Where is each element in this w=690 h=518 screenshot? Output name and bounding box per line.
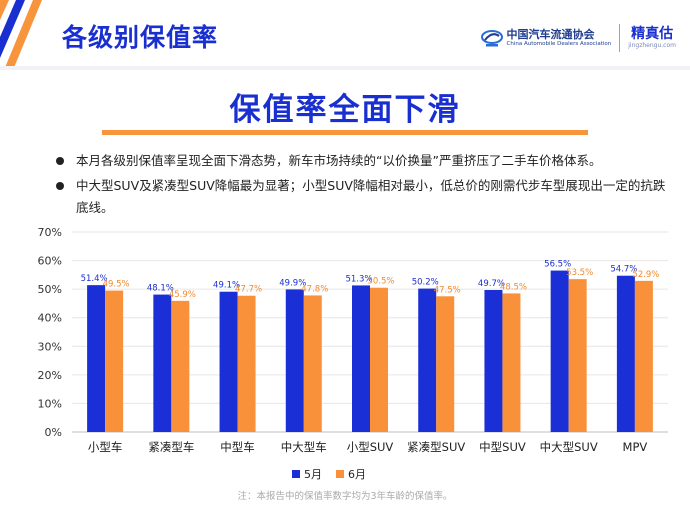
x-tick-label: MPV [623,440,648,454]
summary-bullets: 本月各级别保值率呈现全面下滑态势，新车市场持续的“以价换量”严重挤压了二手车价格… [54,150,674,222]
logo-divider [619,24,621,52]
bullet-dot [56,182,64,190]
x-tick-label: 小型车 [88,440,123,454]
y-tick-label: 50% [38,283,62,296]
y-tick-label: 40% [38,312,62,325]
data-label: 52.9% [632,270,659,280]
bar-6月 [303,295,322,432]
data-label: 53.5% [566,268,593,278]
bar-6月 [171,300,190,432]
data-label: 47.8% [301,284,328,294]
legend-swatch [336,470,344,478]
bar-5月 [484,290,503,432]
footnote: 注：本报告中的保值率数字均为3年车龄的保值率。 [237,491,453,502]
y-tick-label: 20% [38,369,62,382]
data-label: 50.5% [367,277,394,287]
legend-swatch [292,470,300,478]
y-tick-label: 30% [38,340,62,353]
bar-6月 [502,293,521,432]
data-label: 45.9% [169,290,196,300]
x-tick-label: 小型SUV [347,440,394,454]
x-tick-label: 中型车 [220,440,255,454]
summary-bullet-text: 本月各级别保值率呈现全面下滑态势，新车市场持续的“以价换量”严重挤压了二手车价格… [76,153,602,168]
y-tick-label: 0% [45,426,62,439]
x-tick-label: 紧凑型车 [148,440,194,454]
association-logo: 中国汽车流通协会 China Automobile Dealers Associ… [480,27,612,48]
y-tick-label: 10% [38,397,62,410]
x-tick-label: 中大型车 [281,440,327,454]
data-label: 49.7% [478,279,505,289]
brand-name: 精真估 [631,26,674,42]
x-tick-label: 紧凑型SUV [407,440,465,454]
data-label: 49.9% [279,278,306,288]
summary-bullet-item: 本月各级别保值率呈现全面下滑态势，新车市场持续的“以价换量”严重挤压了二手车价格… [54,150,674,172]
data-label: 48.1% [147,284,174,294]
data-label: 47.5% [434,285,461,295]
association-name-en: China Automobile Dealers Association [506,40,612,47]
x-tick-label: 中大型SUV [540,440,598,454]
page-header-title: 各级别保值率 [62,23,219,52]
bar-6月 [568,279,587,432]
data-label: 48.5% [500,282,527,292]
main-title: 保值率全面下滑 [229,92,461,128]
bar-5月 [550,270,569,432]
y-tick-label: 70% [38,226,62,239]
bar-5月 [418,288,437,432]
data-label: 49.1% [213,281,240,291]
bar-5月 [219,291,238,432]
legend-label: 5月 [304,468,322,481]
data-label: 50.2% [412,278,439,288]
legend-label: 6月 [348,468,366,481]
bar-6月 [436,296,455,432]
bar-5月 [352,285,370,432]
association-name: 中国汽车流通协会 [506,27,595,41]
x-tick-label: 中型SUV [479,440,526,454]
association-emblem-icon [480,30,503,47]
bar-5月 [153,294,172,432]
data-label: 47.7% [235,285,262,295]
summary-bullet-text: 中大型SUV及紧凑型SUV降幅最为显著；小型SUV降幅相对最小，低总价的刚需代步… [76,178,666,215]
brand-logo: 精真估 jingzhengu.com [628,27,676,49]
title-underline-bar [102,130,588,135]
summary-bullet-item: 中大型SUV及紧凑型SUV降幅最为显著；小型SUV降幅相对最小，低总价的刚需代步… [54,175,674,219]
bar-6月 [370,287,388,432]
brand-url: jingzhengu.com [628,42,676,49]
bar-5月 [285,289,304,432]
data-label: 54.7% [610,265,637,275]
data-label: 51.4% [81,274,108,284]
y-tick-label: 60% [38,255,62,268]
bar-6月 [237,295,256,432]
bar-6月 [105,290,124,432]
bar-5月 [616,275,635,432]
bullet-dot [56,157,64,165]
bar-6月 [634,280,653,432]
bar-5月 [87,285,106,432]
data-label: 49.5% [103,280,130,290]
logo-area: 中国汽车流通协会 China Automobile Dealers Associ… [480,22,676,54]
header-stripes-decoration [0,0,42,70]
header-divider [0,66,690,70]
data-label: 51.3% [345,274,372,284]
data-label: 56.5% [544,260,571,270]
